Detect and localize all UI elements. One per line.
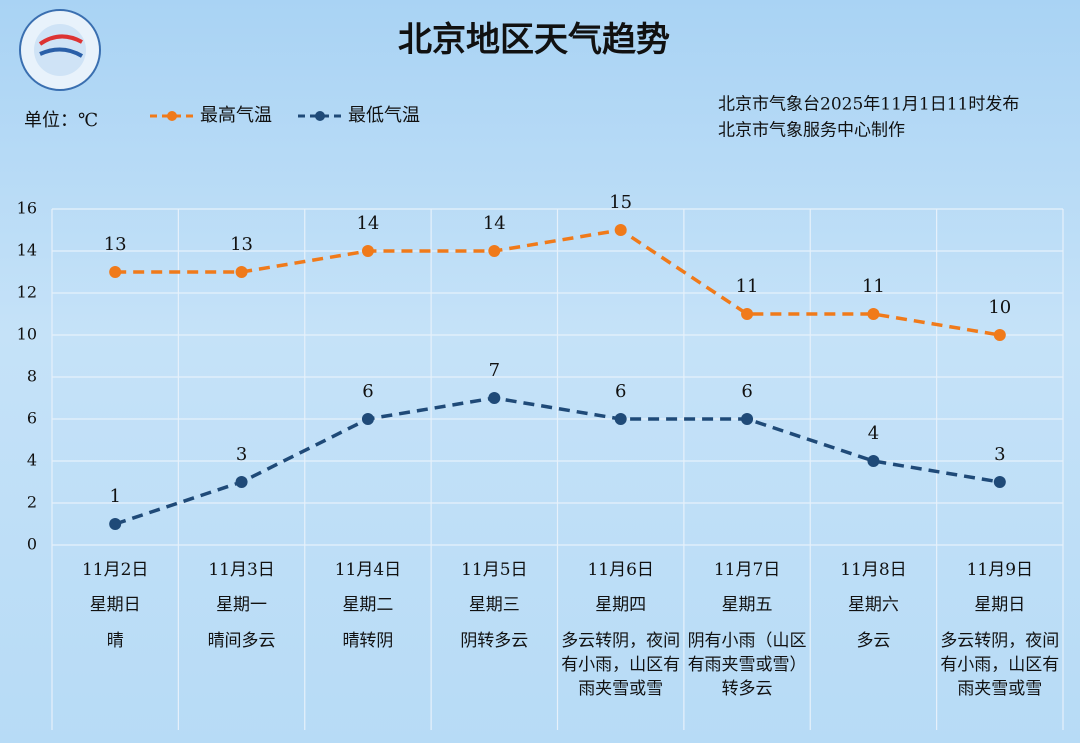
data-point: [488, 392, 501, 404]
data-point: [867, 455, 880, 467]
data-point: [109, 266, 122, 278]
x-weekday-label: 星期五: [721, 595, 773, 615]
x-date-label: 11月4日: [334, 560, 402, 580]
y-tick-label: 12: [17, 283, 37, 302]
x-weekday-label: 星期日: [89, 595, 141, 615]
data-label: 3: [994, 444, 1005, 465]
x-date-label: 11月6日: [587, 560, 654, 580]
x-date-label: 11月2日: [81, 560, 149, 580]
data-point: [867, 308, 880, 320]
y-tick-label: 0: [27, 535, 37, 554]
data-point: [235, 476, 248, 488]
data-point: [614, 224, 627, 236]
data-label: 13: [230, 234, 253, 255]
data-label: 1: [109, 486, 120, 507]
series-line: [115, 228, 1001, 337]
legend-marker: [315, 111, 325, 121]
data-point: [109, 518, 122, 530]
data-label: 3: [236, 444, 247, 465]
legend-marker: [167, 111, 177, 121]
chart-title: 北京地区天气趋势: [398, 20, 670, 60]
data-label: 10: [988, 297, 1011, 318]
x-date-label: 11月3日: [208, 560, 275, 580]
data-label: 15: [609, 192, 632, 213]
data-label: 6: [741, 381, 752, 402]
x-weekday-label: 星期四: [595, 595, 647, 615]
data-label: 13: [104, 234, 127, 255]
x-weekday-label: 星期一: [216, 595, 268, 615]
x-weekday-label: 星期日: [974, 595, 1026, 615]
data-label: 11: [862, 276, 885, 297]
legend-label: 最高气温: [200, 105, 272, 126]
data-point: [741, 308, 754, 320]
x-weekday-label: 星期六: [847, 595, 899, 615]
note: 北京市气象台2025年11月1日11时发布: [718, 95, 1019, 115]
x-date-label: 11月5日: [461, 560, 528, 580]
y-tick-label: 6: [27, 409, 37, 428]
x-weather-label: 多云转阴，夜间有小雨，山区有雨夹雪或雪: [561, 631, 681, 699]
data-point: [488, 245, 501, 257]
y-tick-label: 4: [27, 451, 37, 470]
data-label: 6: [362, 381, 373, 402]
legend-label: 最低气温: [348, 105, 420, 126]
data-point: [614, 413, 627, 425]
y-tick-label: 2: [27, 493, 37, 512]
y-tick-label: 8: [27, 367, 37, 386]
x-date-label: 11月7日: [713, 560, 781, 580]
y-tick-label: 16: [17, 199, 37, 218]
note: 北京市气象服务中心制作: [718, 121, 905, 141]
x-weather-label: 阴转多云: [460, 631, 529, 651]
x-weather-label: 多云: [856, 631, 891, 651]
x-weather-label: 晴转阴: [342, 631, 394, 651]
x-weather-label: 多云转阴，夜间有小雨，山区有雨夹雪或雪: [940, 631, 1060, 699]
x-weekday-label: 星期二: [342, 595, 394, 615]
data-point: [361, 413, 374, 425]
logo: [19, 9, 101, 91]
data-point: [993, 476, 1006, 488]
data-label: 4: [868, 423, 879, 444]
data-label: 14: [483, 213, 506, 234]
x-weather-label: 阴有小雨（山区有雨夹雪或雪）转多云: [687, 631, 807, 699]
unit-label: 单位：℃: [24, 110, 98, 131]
data-point: [741, 413, 754, 425]
data-label: 7: [489, 360, 500, 381]
x-date-label: 11月8日: [840, 560, 907, 580]
y-tick-label: 14: [17, 241, 37, 260]
x-weather-label: 晴: [106, 631, 124, 651]
data-label: 11: [736, 276, 759, 297]
data-label: 14: [356, 213, 379, 234]
data-point: [361, 245, 374, 257]
x-weather-label: 晴间多云: [207, 631, 276, 651]
data-point: [235, 266, 248, 278]
data-label: 6: [615, 381, 626, 402]
x-date-label: 11月9日: [966, 560, 1034, 580]
data-point: [993, 329, 1006, 341]
x-weekday-label: 星期三: [468, 595, 520, 615]
y-tick-label: 10: [17, 325, 37, 344]
